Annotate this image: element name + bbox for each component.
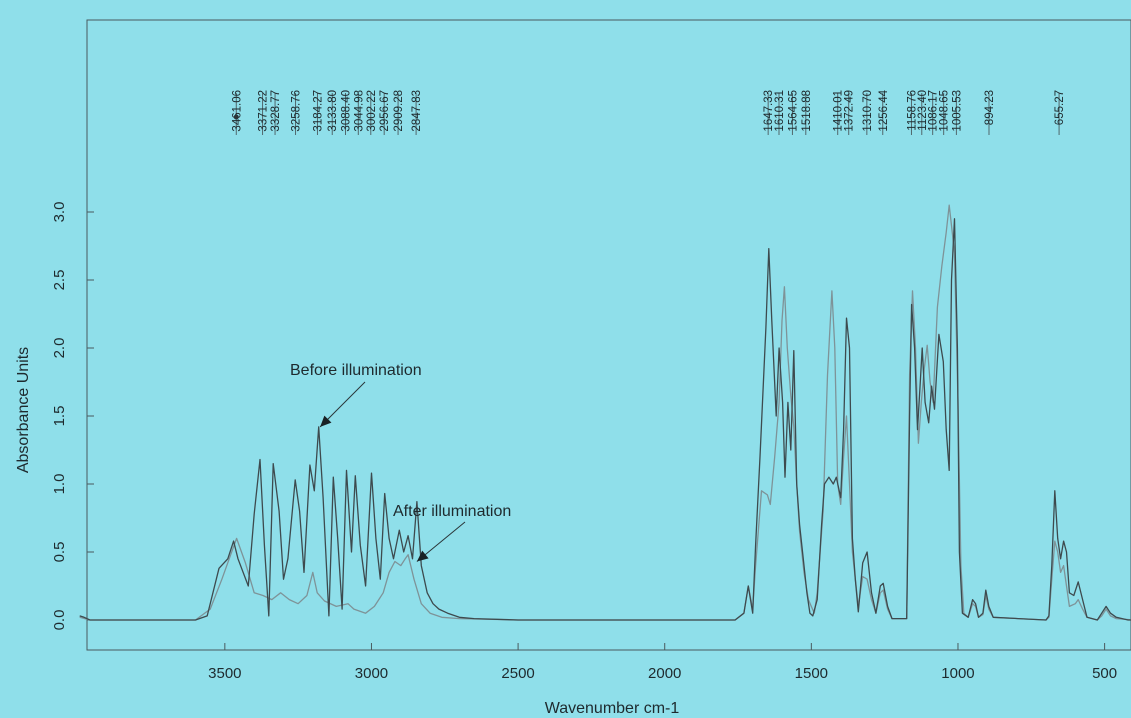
y-tick-label: 0.5 xyxy=(51,542,68,563)
peak-label: 3133.80 xyxy=(327,90,339,132)
annotation-arrowhead-after xyxy=(416,550,429,562)
peak-label: 1048.65 xyxy=(939,90,951,132)
spectrum-series xyxy=(79,204,1131,621)
x-axis-title: Wavenumber cm-1 xyxy=(545,700,680,717)
peak-label: 3184.27 xyxy=(312,90,324,132)
peak-label: 1123.40 xyxy=(917,90,929,131)
axis-ticks: 3500 3000 2500 2000 1500 1000 500 0.0 0.5 1.0 1.5 2… xyxy=(51,202,1117,682)
y-tick-label: 1.0 xyxy=(51,474,68,495)
y-tick-label: 3.0 xyxy=(51,202,68,223)
peak-label: 3088.40 xyxy=(341,90,353,132)
peak-label: 1256.44 xyxy=(878,89,890,131)
peak-label: 1158.76 xyxy=(906,90,918,131)
peak-label: 2956.67 xyxy=(379,90,391,132)
peak-label: 3258.76 xyxy=(291,90,303,132)
peak-label: 1564.65 xyxy=(787,90,799,132)
peak-label: 655.27 xyxy=(1054,90,1066,125)
plot-frame xyxy=(86,19,1131,651)
peak-label: 3461.06 xyxy=(231,90,243,132)
peak-label: 3328.77 xyxy=(270,90,282,132)
y-axis-title: Absorbance Units xyxy=(15,347,32,473)
peak-label: 1647.33 xyxy=(763,90,775,132)
series-line-before xyxy=(79,218,1131,621)
peak-markers: 3461.06 3371.22 3328.77 3258.76 3184.27 3133.… xyxy=(231,89,1066,135)
peak-label: 1005.53 xyxy=(951,90,963,132)
y-tick-label: 2.0 xyxy=(51,338,68,359)
x-tick-label: 3000 xyxy=(355,665,388,682)
x-tick-label: 500 xyxy=(1092,665,1117,682)
peak-label: 1610.31 xyxy=(774,90,786,132)
y-tick-label: 2.5 xyxy=(51,270,68,291)
x-tick-label: 3500 xyxy=(208,665,241,682)
peak-label: 3371.22 xyxy=(258,90,270,132)
y-tick-label: 1.5 xyxy=(51,406,68,427)
annotations: Before illumination After illumination xyxy=(290,362,511,562)
peak-label: 1310.70 xyxy=(862,90,874,132)
annotation-before: Before illumination xyxy=(290,362,422,379)
annotation-after: After illumination xyxy=(393,503,511,520)
peak-label: 3044.98 xyxy=(353,90,365,132)
x-tick-label: 1500 xyxy=(795,665,828,682)
peak-label: 1372.49 xyxy=(844,90,856,132)
x-tick-label: 1000 xyxy=(941,665,974,682)
annotation-arrowhead-before xyxy=(320,415,332,427)
x-tick-label: 2500 xyxy=(501,665,534,682)
x-tick-label: 2000 xyxy=(648,665,681,682)
y-tick-label: 0.0 xyxy=(51,610,68,631)
peak-label: 3002.22 xyxy=(366,90,378,132)
peak-label: 2909.28 xyxy=(393,90,405,132)
peak-label: 894.23 xyxy=(984,90,996,125)
peak-label: 2847.83 xyxy=(411,90,423,132)
peak-label: 1086.17 xyxy=(928,90,940,132)
peak-label: 1410.01 xyxy=(833,90,845,132)
peak-label: 1518.88 xyxy=(801,90,813,132)
peak-dot xyxy=(233,114,239,120)
